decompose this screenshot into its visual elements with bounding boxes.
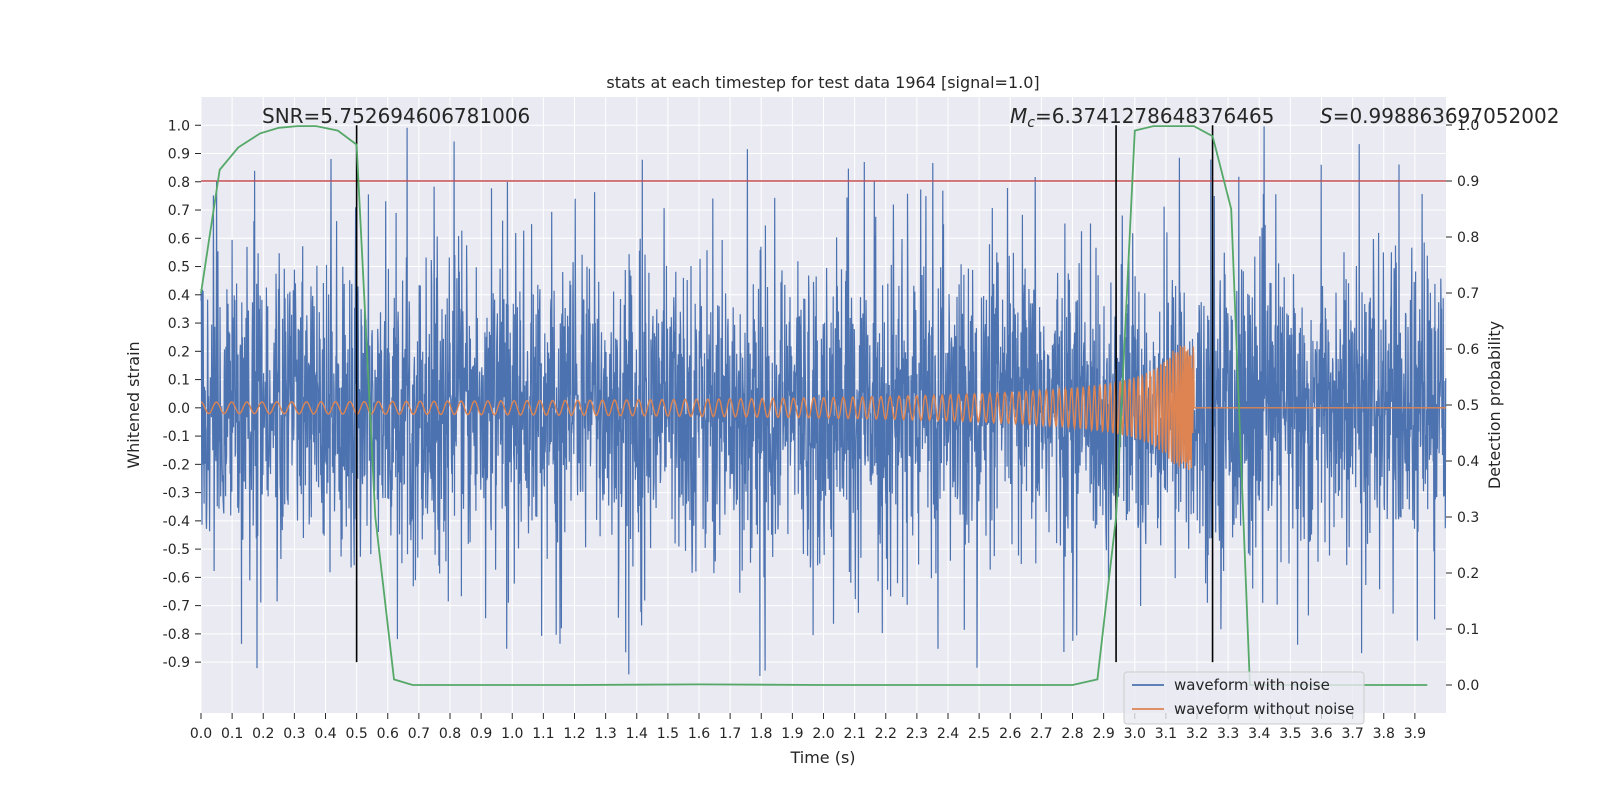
y-left-tick-label-17: -0.7: [163, 599, 190, 615]
y-left-tick-label-4: 0.6: [168, 231, 190, 247]
y-axis-right-ticks: 1.0 0.9 0.8 0.7 0.6 0.5 0.4 0.3 0.2 0.1 0.0: [1446, 118, 1479, 694]
x-tick-label-26: 2.6: [999, 726, 1021, 742]
y-right-tick-label-7: 0.3: [1457, 510, 1479, 526]
x-tick-label-35: 3.5: [1279, 726, 1301, 742]
x-tick-label-24: 2.4: [937, 726, 959, 742]
x-tick-label-34: 3.4: [1248, 726, 1270, 742]
y-right-tick-label-3: 0.7: [1457, 286, 1479, 302]
x-tick-label-39: 3.9: [1404, 726, 1426, 742]
x-tick-label-15: 1.5: [657, 726, 679, 742]
y-axis-right-label: Detection probability: [1485, 321, 1504, 489]
y-axis-left-label: Whitened strain: [124, 341, 143, 468]
y-left-tick-label-10: 0.0: [168, 401, 190, 417]
y-left-tick-label-13: -0.3: [163, 486, 190, 502]
y-left-tick-label-1: 0.9: [168, 147, 190, 163]
x-tick-label-10: 1.0: [501, 726, 523, 742]
x-tick-label-5: 0.5: [345, 726, 367, 742]
legend-label-clean: waveform without noise: [1174, 700, 1354, 718]
chirp-mass-symbol: M: [1010, 104, 1027, 128]
chart-title: stats at each timestep for test data 196…: [606, 73, 1039, 92]
y-left-tick-label-6: 0.4: [168, 288, 190, 304]
y-right-tick-label-5: 0.5: [1457, 398, 1479, 414]
x-tick-label-22: 2.2: [875, 726, 897, 742]
y-right-tick-label-1: 0.9: [1457, 174, 1479, 190]
x-tick-label-38: 3.8: [1373, 726, 1395, 742]
y-right-tick-label-2: 0.8: [1457, 230, 1479, 246]
x-tick-label-20: 2.0: [812, 726, 834, 742]
overlay-lines: [200, 125, 1446, 686]
x-tick-label-29: 2.9: [1092, 726, 1114, 742]
x-tick-label-7: 0.7: [408, 726, 430, 742]
x-tick-label-13: 1.3: [594, 726, 616, 742]
y-left-tick-label-18: -0.8: [163, 627, 190, 643]
y-right-tick-label-9: 0.1: [1457, 622, 1479, 638]
y-axis-left-ticks: 1.0 0.9 0.8 0.7 0.6 0.5 0.4 0.3 0.2 0.1 0.0 -0.1 -0.…: [163, 118, 201, 671]
x-tick-label-32: 3.2: [1186, 726, 1208, 742]
x-tick-label-21: 2.1: [843, 726, 865, 742]
y-left-tick-label-7: 0.3: [168, 316, 190, 332]
x-tick-label-3: 0.3: [283, 726, 305, 742]
x-tick-label-0: 0.0: [190, 726, 212, 742]
y-right-tick-label-8: 0.2: [1457, 566, 1479, 582]
y-left-tick-label-2: 0.8: [168, 175, 190, 191]
x-tick-label-30: 3.0: [1124, 726, 1146, 742]
y-left-tick-label-3: 0.7: [168, 203, 190, 219]
chirp-mass-subscript: c: [1027, 115, 1035, 131]
y-left-tick-label-0: 1.0: [168, 118, 190, 134]
score-value: =0.998863697052002: [1333, 104, 1560, 128]
chirp-mass-annotation: Mc=6.3741278648376465: [1010, 104, 1274, 131]
legend: waveform with noise waveform without noi…: [1123, 671, 1365, 725]
x-tick-label-17: 1.7: [719, 726, 741, 742]
x-tick-label-25: 2.5: [968, 726, 990, 742]
x-tick-label-1: 0.1: [221, 726, 243, 742]
x-tick-label-27: 2.7: [1030, 726, 1052, 742]
x-tick-label-2: 0.2: [252, 726, 274, 742]
y-left-tick-label-5: 0.5: [168, 260, 190, 276]
chirp-mass-value: =6.3741278648376465: [1035, 104, 1274, 128]
x-tick-label-16: 1.6: [688, 726, 710, 742]
y-right-tick-label-0: 1.0: [1457, 118, 1479, 134]
x-tick-label-23: 2.3: [906, 726, 928, 742]
x-tick-label-6: 0.6: [377, 726, 399, 742]
x-tick-label-33: 3.3: [1217, 726, 1239, 742]
x-tick-label-8: 0.8: [439, 726, 461, 742]
x-tick-label-14: 1.4: [626, 726, 648, 742]
x-tick-label-4: 0.4: [314, 726, 336, 742]
y-left-tick-label-15: -0.5: [163, 542, 190, 558]
y-right-tick-label-10: 0.0: [1457, 678, 1479, 694]
score-annotation: S=0.998863697052002: [1320, 104, 1559, 128]
snr-annotation: SNR=5.752694606781006: [262, 104, 530, 128]
y-left-tick-label-14: -0.4: [163, 514, 190, 530]
y-left-tick-label-16: -0.6: [163, 570, 190, 586]
score-symbol: S: [1320, 104, 1333, 128]
x-tick-label-31: 3.1: [1155, 726, 1177, 742]
y-left-tick-label-11: -0.1: [163, 429, 190, 445]
x-tick-label-12: 1.2: [563, 726, 585, 742]
x-tick-label-18: 1.8: [750, 726, 772, 742]
y-left-tick-label-12: -0.2: [163, 457, 190, 473]
detection-probability-line: [200, 125, 1428, 686]
x-axis-label: Time (s): [789, 748, 855, 767]
x-tick-label-36: 3.6: [1310, 726, 1332, 742]
x-tick-label-28: 2.8: [1061, 726, 1083, 742]
x-axis-ticks: 0.0 0.1 0.2 0.3 0.4 0.5 0.6 0.7 0.8 0.9 1.0 1.1 1.2 1…: [190, 713, 1426, 742]
x-tick-label-9: 0.9: [470, 726, 492, 742]
y-left-tick-label-19: -0.9: [163, 655, 190, 671]
x-tick-label-11: 1.1: [532, 726, 554, 742]
x-tick-label-37: 3.7: [1341, 726, 1363, 742]
legend-label-noise: waveform with noise: [1174, 676, 1330, 694]
y-left-tick-label-9: 0.1: [168, 373, 190, 389]
legend-box: [1123, 671, 1365, 725]
y-right-tick-label-4: 0.6: [1457, 342, 1479, 358]
x-tick-label-19: 1.9: [781, 726, 803, 742]
y-left-tick-label-8: 0.2: [168, 344, 190, 360]
y-right-tick-label-6: 0.4: [1457, 454, 1479, 470]
